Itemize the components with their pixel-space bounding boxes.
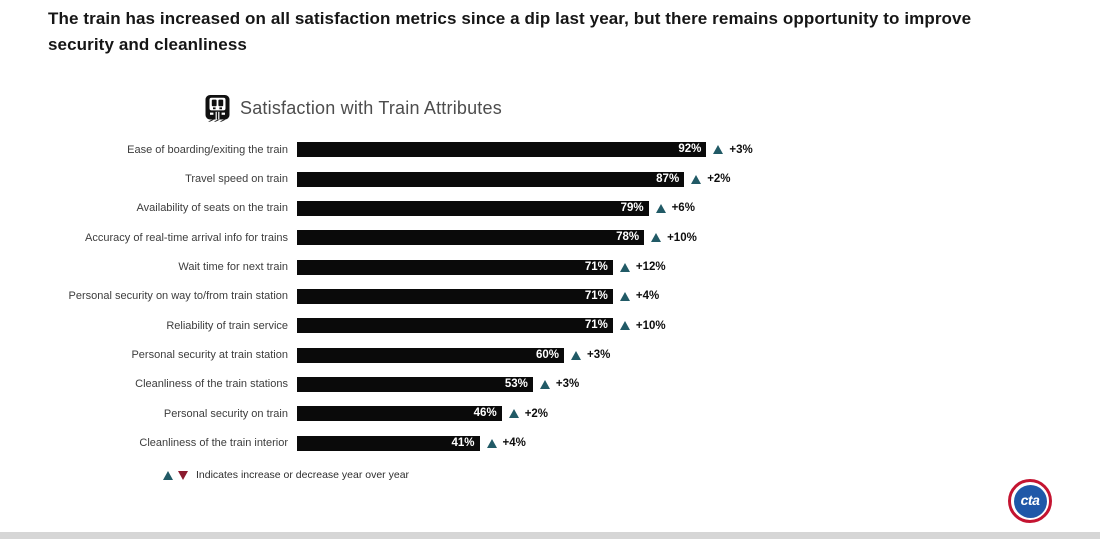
category-label: Accuracy of real-time arrival info for t… xyxy=(85,231,288,244)
category-label: Cleanliness of the train interior xyxy=(139,437,288,450)
bar-zone: 78% +10% xyxy=(297,230,697,246)
value-label: 71% xyxy=(584,319,608,332)
category-label: Availability of seats on the train xyxy=(136,202,288,215)
chart-row: Reliability of train service 71% +10% xyxy=(20,311,800,340)
change-label: +3% xyxy=(729,143,753,156)
increase-triangle-icon xyxy=(619,321,630,331)
change-label: +2% xyxy=(707,173,731,186)
category-label: Cleanliness of the train stations xyxy=(135,378,288,391)
category-label: Reliability of train service xyxy=(166,319,288,332)
chart-row: Travel speed on train 87% +2% xyxy=(20,164,800,193)
bar-zone: 41% +4% xyxy=(297,435,526,451)
bar: 60% xyxy=(297,347,564,363)
change-label: +6% xyxy=(671,202,695,215)
chart-row: Personal security on train 46% +2% xyxy=(20,399,800,428)
change-label: +10% xyxy=(635,319,666,332)
bar-zone: 53% +3% xyxy=(297,376,580,392)
page-edge xyxy=(0,532,1100,539)
bar-zone: 71% +10% xyxy=(297,318,666,334)
bar-zone: 60% +3% xyxy=(297,347,611,363)
bar: 78% xyxy=(297,230,645,246)
bar: 46% xyxy=(297,406,502,422)
value-label: 87% xyxy=(656,172,680,185)
bar-zone: 79% +6% xyxy=(297,200,695,216)
chart-row: Accuracy of real-time arrival info for t… xyxy=(20,223,800,252)
increase-triangle-icon xyxy=(691,174,702,184)
value-label: 60% xyxy=(535,348,559,361)
train-icon xyxy=(205,95,230,122)
chart-header: Satisfaction with Train Attributes xyxy=(205,95,502,122)
cta-logo: cta xyxy=(1008,479,1052,523)
chart-row: Personal security at train station 60% +… xyxy=(20,340,800,369)
increase-triangle-icon xyxy=(486,438,497,448)
bar-zone: 92% +3% xyxy=(297,142,753,158)
increase-triangle-icon xyxy=(619,262,630,272)
bar: 71% xyxy=(297,259,613,275)
increase-triangle-icon xyxy=(651,233,662,243)
category-label: Personal security on way to/from train s… xyxy=(68,290,288,303)
bar-chart: Ease of boarding/exiting the train 92% +… xyxy=(20,135,800,458)
increase-triangle-icon xyxy=(571,350,581,360)
chart-row: Availability of seats on the train 79% +… xyxy=(20,194,800,223)
slide-title: The train has increased on all satisfact… xyxy=(48,9,972,54)
bar-zone: 46% +2% xyxy=(297,406,549,422)
value-label: 53% xyxy=(504,377,528,390)
chart-title: Satisfaction with Train Attributes xyxy=(240,98,502,118)
change-label: +3% xyxy=(555,378,580,391)
category-label: Wait time for next train xyxy=(178,261,288,274)
value-label: 92% xyxy=(678,143,702,156)
bar-zone: 71% +12% xyxy=(297,259,666,275)
category-label: Travel speed on train xyxy=(185,173,288,186)
value-label: 78% xyxy=(616,231,640,244)
chart-row: Ease of boarding/exiting the train 92% +… xyxy=(20,135,800,164)
chart-row: Wait time for next train 71% +12% xyxy=(20,252,800,281)
value-label: 71% xyxy=(584,289,608,302)
increase-triangle-icon xyxy=(163,470,173,480)
chart-row: Personal security on way to/from train s… xyxy=(20,282,800,311)
bar-zone: 71% +4% xyxy=(297,288,660,304)
category-label: Personal security on train xyxy=(163,407,288,420)
change-label: +4% xyxy=(502,437,526,450)
bar: 41% xyxy=(297,435,480,451)
category-label: Ease of boarding/exiting the train xyxy=(127,143,288,156)
value-label: 71% xyxy=(584,260,608,273)
bar: 71% xyxy=(297,288,613,304)
increase-triangle-icon xyxy=(539,379,550,389)
increase-triangle-icon xyxy=(713,145,724,155)
value-label: 46% xyxy=(473,407,497,420)
increase-triangle-icon xyxy=(655,203,666,213)
value-label: 79% xyxy=(620,201,644,214)
bar: 53% xyxy=(297,376,533,392)
cta-logo-inner: cta xyxy=(1013,484,1047,518)
bar-zone: 87% +2% xyxy=(297,171,731,187)
decrease-triangle-icon xyxy=(178,470,188,480)
increase-triangle-icon xyxy=(619,291,630,301)
value-label: 41% xyxy=(451,436,475,449)
increase-triangle-icon xyxy=(508,409,519,419)
chart-row: Cleanliness of the train stations 53% +3… xyxy=(20,370,800,399)
bar: 87% xyxy=(297,171,685,187)
bar: 71% xyxy=(297,318,613,334)
legend: Indicates increase or decrease year over… xyxy=(163,469,409,481)
bar: 92% xyxy=(297,142,707,158)
change-label: +12% xyxy=(635,261,666,274)
category-label: Personal security at train station xyxy=(131,349,288,362)
chart-row: Cleanliness of the train interior 41% +4… xyxy=(20,428,800,457)
legend-text: Indicates increase or decrease year over… xyxy=(196,469,410,481)
change-label: +2% xyxy=(524,407,549,420)
bar: 79% xyxy=(297,200,649,216)
change-label: +10% xyxy=(667,231,697,244)
cta-logo-text: cta xyxy=(1020,492,1040,508)
change-label: +4% xyxy=(635,290,660,303)
change-label: +3% xyxy=(587,349,611,362)
